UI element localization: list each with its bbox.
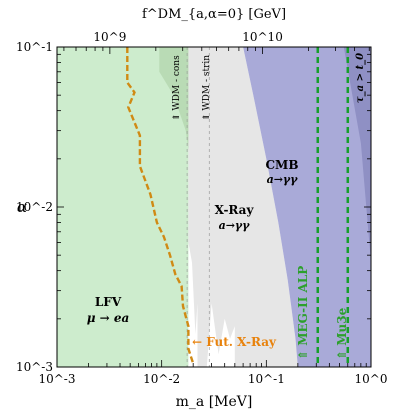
top-tick-label-0: 10^9 [93, 30, 126, 44]
meg-alp-text: MEG-II ALP [296, 266, 310, 346]
lfv-region [57, 47, 189, 367]
fut-xray-label: ← Fut. X-Ray [192, 335, 277, 349]
wdm-cons-label: ⇑ WDM - cons [172, 55, 182, 121]
mu3e-label: ⇑ Mu3e [335, 307, 349, 360]
cmb-region [243, 47, 371, 367]
y-axis-label: α [17, 198, 27, 216]
wdm-strin-text: WDM - strin [202, 55, 212, 111]
top-tick-label-1: 10^10 [242, 30, 283, 44]
xray-region [188, 47, 298, 367]
y-tick-label-0: 10^-3 [16, 360, 53, 374]
meg-alp-label: ⇑ MEG-II ALP [296, 266, 310, 360]
cmb-sublabel: a→γγ [267, 173, 299, 186]
mu3e-text: Mu3e [335, 307, 349, 345]
wdm-cons-text: WDM - cons [172, 55, 182, 111]
cmb-label: CMB [266, 158, 299, 172]
lfv-sublabel: μ → ea [87, 311, 130, 325]
lifetime-label: τ_a > t_0 [355, 53, 366, 103]
xray-sublabel: a→γγ [219, 219, 251, 232]
lifetime-region [343, 47, 371, 263]
xray-label: X-Ray [215, 203, 255, 217]
x-tick-label-1: 10^-2 [143, 372, 180, 386]
fut-xray-line [126, 47, 195, 364]
ticks [56, 46, 372, 368]
x-tick-label-2: 10^-1 [248, 372, 285, 386]
y-tick-label-2: 10^-1 [16, 40, 53, 54]
wdm-strin-label: ⇑ WDM - strin [202, 55, 212, 121]
wdm-region [159, 47, 196, 201]
x-tick-label-0: 10^-3 [38, 372, 75, 386]
lfv-label: LFV [95, 295, 122, 309]
x-tick-label-3: 10^0 [355, 372, 388, 386]
x-axis-label: m_a [MeV] [176, 394, 253, 410]
top-axis-label: f^DM_{a,α=0} [GeV] [142, 7, 286, 22]
fut-xray-text: Fut. X-Ray [206, 335, 277, 349]
y-tick-label-1: 10^-2 [16, 200, 53, 214]
